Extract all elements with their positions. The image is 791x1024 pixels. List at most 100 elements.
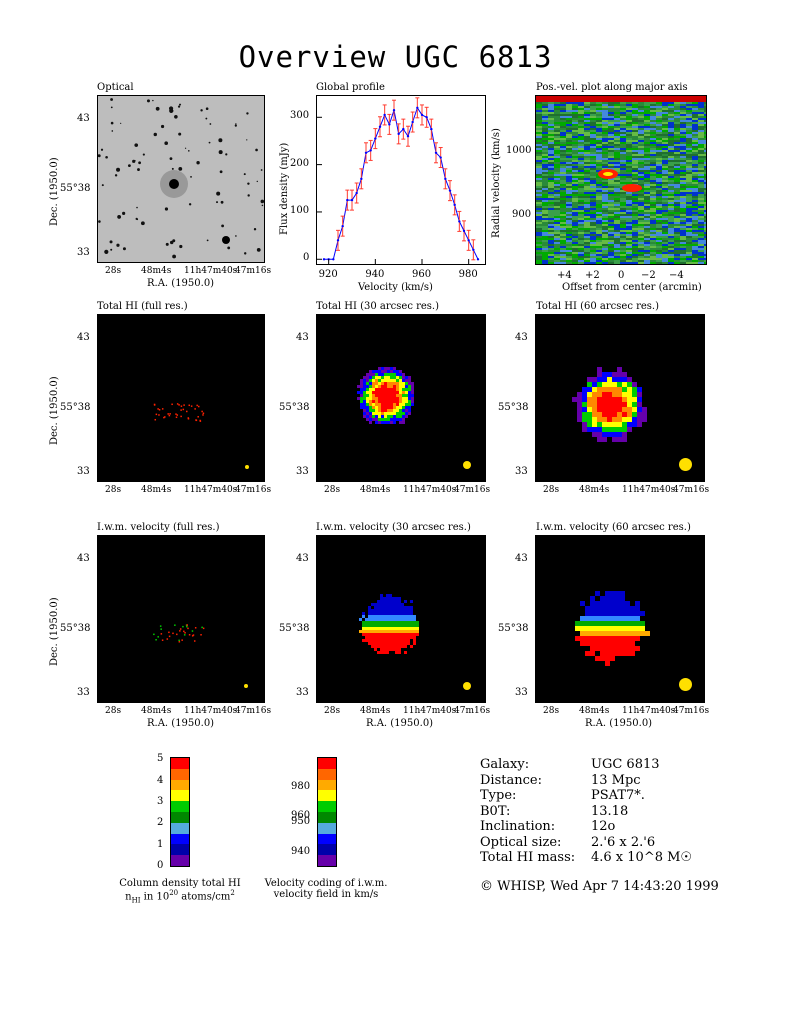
pv-pixel [614,180,620,182]
pv-pixel [548,172,554,174]
pv-pixel [650,136,656,138]
pv-pixel [632,230,638,232]
pv-pixel [602,160,608,162]
pv-pixel [578,168,584,170]
vel-pixel [395,633,398,636]
vel-pixel [615,636,620,641]
vel-pixel [401,645,404,648]
pv-pixel [554,262,560,264]
vel-pixel [620,646,625,651]
vel-pixel [377,609,380,612]
vel-pixel [392,615,395,618]
pv-pixel [668,130,674,132]
pv-pixel [578,126,584,128]
vel-pixel [395,621,398,624]
pv-pixel [536,200,542,202]
vel-pixel [201,626,203,629]
pv-pixel [584,218,590,220]
beam-marker [244,684,248,688]
hi-pixel [637,422,642,427]
pv-pixel [560,238,566,240]
pv-pixel [590,234,596,236]
n-symbol: n [125,891,132,903]
star [256,180,258,183]
hi-pixel [582,412,587,417]
vel-pixel [640,626,645,631]
vel-pixel [615,626,620,631]
pv-pixel [656,256,662,258]
pv-pixel [602,166,608,168]
pv-pixel [602,236,608,238]
hi-pixel [197,416,199,418]
pv-pixel [608,184,614,186]
pv-pixel [632,142,638,144]
pv-pixel [626,172,632,174]
hi-pixel [387,406,390,409]
pv-pixel [668,192,674,194]
vel-pixel [401,639,404,642]
pv-pixel [566,122,572,124]
pv-pixel [620,204,626,206]
vel-pixel [386,597,389,600]
pv-pixel [578,138,584,140]
pv-pixel [668,108,674,110]
pv-pixel [584,242,590,244]
pv-pixel [638,192,644,194]
pv-pixel [632,256,638,258]
vel-pixel [585,636,590,641]
vel-pixel [590,626,595,631]
vel-pixel [194,627,197,629]
pv-pixel [704,172,706,174]
pv-pixel [692,242,698,244]
pv-pixel [548,126,554,128]
pv-pixel [686,110,692,112]
pv-pixel [572,102,578,104]
hi-pixel [180,409,182,411]
optical-stars [98,98,264,259]
hi-pixel [381,373,384,376]
vel-pixel [398,630,401,633]
pv-pixel [602,244,608,246]
vel-pixel [585,606,590,611]
pv-pixel [578,246,584,248]
pv-pixel [650,220,656,222]
pv-pixel [656,206,662,208]
hi-pixel [408,394,411,397]
vel-pixel [389,606,392,609]
pv-pixel [692,226,698,228]
pv-pixel [554,152,560,154]
dec-tick: 43 [515,553,528,564]
hi-pixel [375,409,378,412]
vel-pixel [160,633,163,635]
pv-pixel [566,262,572,264]
pv-pixel [560,108,566,110]
hi-pixel [360,394,363,397]
ra-tick: 48m4s [141,266,172,276]
pv-pixel [632,206,638,208]
pv-pixel [542,210,548,212]
pv-pixel [626,210,632,212]
pv-pixel [680,242,686,244]
hi-pixel [577,402,582,407]
pv-pixel [560,250,566,252]
pv-pixel [602,248,608,250]
pv-pixel [704,146,706,148]
pv-pixel [674,212,680,214]
pv-pixel [554,116,560,118]
pv-pixel [590,192,596,194]
hi-pixel [381,376,384,379]
pv-pixel [554,216,560,218]
vel-pixel [605,661,610,666]
hi-pixel [617,397,622,402]
pv-pixel [644,238,650,240]
pv-pixel [626,146,632,148]
pv-pixel [536,158,542,160]
hi-pixel [408,376,411,379]
pv-pixel [638,174,644,176]
ra-tick: 11h47m40s [622,485,676,495]
density-tick: 5 [157,753,164,764]
vel-pixel [630,616,635,621]
pv-pixel [692,194,698,196]
pv-pixel [590,190,596,192]
star [110,106,113,109]
